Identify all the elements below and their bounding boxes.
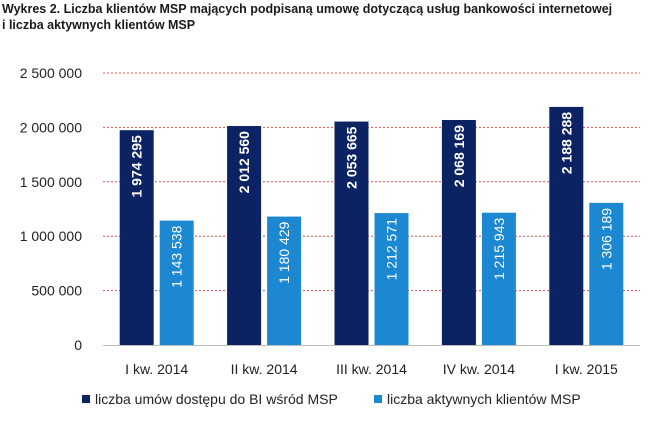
bar-series-2: [481, 212, 516, 345]
y-tick-label: 1 500 000: [20, 174, 82, 190]
chart-title-line-2: i liczba aktywnych klientów MSP: [2, 18, 196, 32]
data-label-series-2: 1 215 943: [491, 218, 507, 280]
data-label-series-1: 2 068 169: [451, 125, 467, 187]
y-tick-label: 500 000: [31, 283, 82, 299]
legend-label-series-1: liczba umów dostępu do BI wśród MSP: [95, 391, 338, 407]
x-tick-label: I kw. 2015: [555, 361, 618, 377]
legend-marker-series-1: [82, 395, 90, 403]
legend-label-series-2: liczba aktywnych klientów MSP: [387, 391, 581, 407]
bar-series-2: [267, 216, 302, 345]
bars: [119, 106, 624, 345]
bar-series-2: [589, 202, 624, 345]
x-tick-label: I kw. 2014: [125, 361, 188, 377]
bar-series-2: [374, 213, 409, 345]
bar-series-1: [441, 119, 476, 345]
bar-series-1: [227, 126, 262, 345]
data-label-series-1: 1 974 295: [129, 135, 145, 197]
bar-series-1: [119, 130, 154, 345]
data-label-series-1: 2 012 560: [236, 131, 252, 193]
data-label-series-2: 1 180 429: [276, 221, 292, 283]
y-axis-tick-labels: 0 500 000 1 000 000 1 500 000 2 000 000 2 500…: [20, 65, 83, 353]
bar-series-1: [334, 121, 369, 345]
data-labels: 1 974 295 1 143 538 2 012 560 1 180 429 2 05…: [129, 112, 615, 288]
x-axis-tick-labels: I kw. 2014 II kw. 2014 III kw. 2014 IV kw. …: [125, 361, 618, 377]
data-label-series-1: 2 188 288: [558, 112, 574, 174]
data-label-series-2: 1 143 538: [169, 225, 185, 287]
y-tick-label: 2 500 000: [20, 65, 82, 81]
x-tick-label: III kw. 2014: [336, 361, 407, 377]
legend: liczba umów dostępu do BI wśród MSP liczb…: [82, 391, 581, 407]
data-label-series-1: 2 053 665: [344, 126, 360, 188]
chart-title: Wykres 2. Liczba klientów MSP mających p…: [2, 1, 652, 33]
bar-series-1: [549, 106, 584, 345]
bar-series-2: [159, 220, 194, 345]
legend-marker-series-2: [374, 395, 382, 403]
data-label-series-2: 1 212 571: [384, 218, 400, 280]
y-tick-label: 1 000 000: [20, 228, 82, 244]
x-tick-label: IV kw. 2014: [443, 361, 516, 377]
chart-title-line-1: Wykres 2. Liczba klientów MSP mających p…: [2, 2, 613, 16]
x-tick-label: II kw. 2014: [231, 361, 298, 377]
y-tick-label: 2 000 000: [20, 119, 82, 135]
data-label-series-2: 1 306 189: [598, 208, 614, 270]
y-tick-label: 0: [74, 337, 82, 353]
